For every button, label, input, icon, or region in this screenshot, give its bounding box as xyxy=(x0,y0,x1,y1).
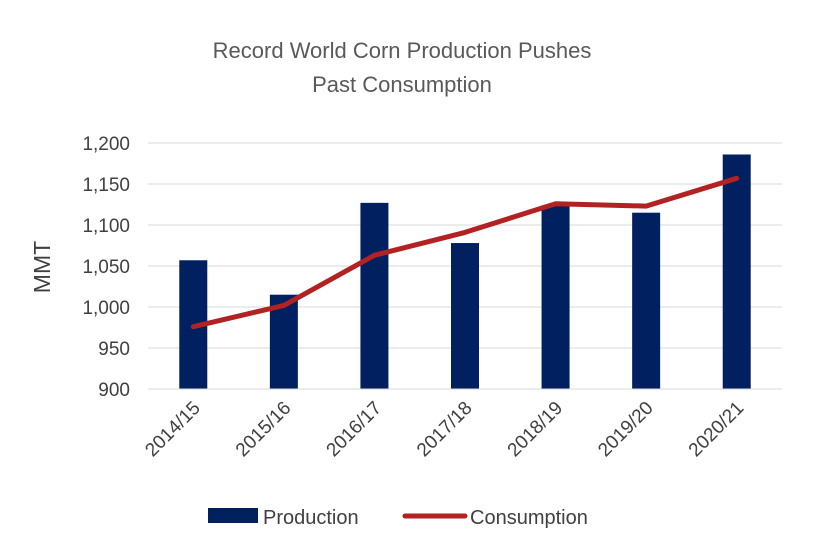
y-axis-ticks: 900 950 1,000 1,050 1,100 1,150 1,200 xyxy=(82,134,130,401)
legend-label-production: Production xyxy=(263,507,359,529)
consumption-line xyxy=(190,175,740,330)
legend: Production Consumption xyxy=(208,507,588,529)
bar-production xyxy=(269,294,298,389)
bar-production xyxy=(632,212,661,389)
legend-label-consumption: Consumption xyxy=(470,507,588,529)
bar-production xyxy=(451,243,479,389)
y-tick-label: 1,000 xyxy=(82,298,130,319)
x-tick-label: 2015/16 xyxy=(232,398,295,461)
y-tick-label: 1,050 xyxy=(82,257,130,278)
bar-production xyxy=(722,154,751,389)
y-tick-label: 900 xyxy=(98,380,130,401)
x-axis-ticks: 2014/15 2015/16 2016/17 2017/18 2018/19 2019/… xyxy=(141,398,748,461)
legend-swatch-production xyxy=(208,508,258,523)
y-axis-label: MMT xyxy=(29,241,55,293)
y-tick-label: 1,100 xyxy=(82,216,130,237)
chart-title-line-1: Record World Corn Production Pushes xyxy=(213,38,592,63)
chart-title-line-2: Past Consumption xyxy=(312,72,492,97)
bar-production xyxy=(541,205,570,389)
production-bars xyxy=(179,154,751,389)
x-tick-label: 2020/21 xyxy=(685,398,748,461)
x-tick-label: 2017/18 xyxy=(413,398,476,461)
y-tick-label: 1,200 xyxy=(82,134,130,155)
x-tick-label: 2016/17 xyxy=(323,398,386,461)
x-tick-label: 2014/15 xyxy=(141,398,204,461)
x-tick-label: 2019/20 xyxy=(594,398,657,461)
consumption-line-series xyxy=(190,175,740,330)
y-tick-label: 1,150 xyxy=(82,175,130,196)
bar-production xyxy=(360,202,389,389)
y-tick-label: 950 xyxy=(98,339,130,360)
x-tick-label: 2018/19 xyxy=(504,398,567,461)
